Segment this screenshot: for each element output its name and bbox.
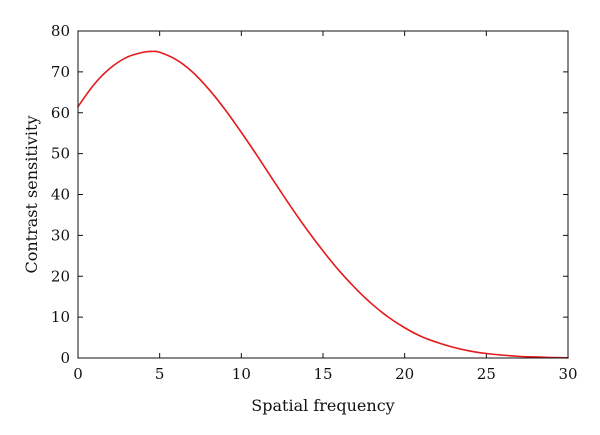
x-tick-label: 30 xyxy=(558,365,577,383)
y-tick-label: 70 xyxy=(51,63,70,81)
y-axis-label: Contrast sensitivity xyxy=(22,115,41,273)
x-tick-label: 5 xyxy=(155,365,165,383)
x-axis-label: Spatial frequency xyxy=(251,396,394,415)
tick-labels-group: 0 5 10 15 20 25 30 0 10 20 30 40 50 60 70 80 xyxy=(51,22,578,383)
plot-area xyxy=(78,31,568,358)
plot-frame xyxy=(77,30,569,359)
x-tick-label: 20 xyxy=(395,365,414,383)
y-tick-label: 60 xyxy=(51,104,70,122)
x-tick-label: 15 xyxy=(313,365,332,383)
y-tick-label: 20 xyxy=(51,267,70,285)
y-tick-label: 0 xyxy=(60,349,70,367)
y-tick-label: 40 xyxy=(51,186,70,204)
y-tick-label: 80 xyxy=(51,22,70,40)
y-tick-label: 10 xyxy=(51,308,70,326)
y-tick-label: 30 xyxy=(51,226,70,244)
x-tick-label: 10 xyxy=(232,365,251,383)
x-tick-label: 25 xyxy=(477,365,496,383)
y-tick-label: 50 xyxy=(51,145,70,163)
series-line xyxy=(77,50,569,359)
x-tick-label: 0 xyxy=(73,365,83,383)
